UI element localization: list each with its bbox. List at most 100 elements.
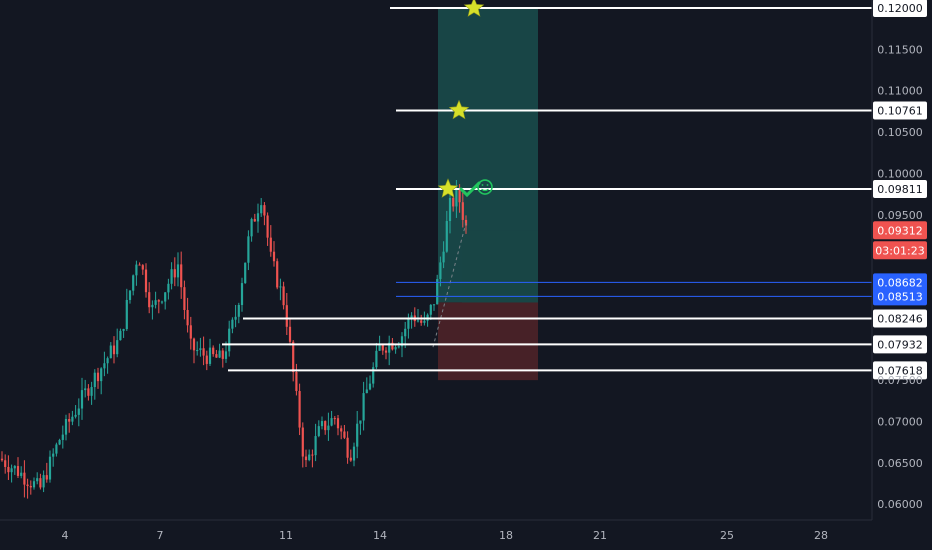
candle-body — [196, 350, 199, 352]
candle-body — [282, 286, 285, 306]
candle-body — [333, 418, 336, 420]
candle-body — [464, 219, 468, 226]
candle-body — [7, 466, 10, 473]
time-tick-label: 25 — [720, 529, 734, 542]
price-tick-label: 0.11000 — [877, 85, 923, 98]
candle-body — [87, 388, 90, 396]
price-tick-label: 0.10500 — [877, 126, 923, 139]
candle-body — [39, 478, 42, 488]
candle-body — [384, 350, 388, 353]
star-icon — [463, 0, 485, 17]
candle-body — [183, 287, 186, 311]
candle-body — [240, 283, 244, 305]
candle-body — [416, 320, 420, 322]
candle-body — [208, 347, 212, 364]
candle-body — [327, 425, 330, 431]
time-tick-label: 4 — [62, 529, 69, 542]
candle-body — [199, 348, 202, 351]
candle-body — [461, 202, 464, 220]
price-tick-label: 0.06500 — [877, 457, 923, 470]
candle-body — [381, 345, 384, 351]
candle-body — [109, 345, 112, 359]
check-icon — [459, 181, 481, 198]
time-tick-label: 11 — [279, 529, 293, 542]
candle-body — [397, 346, 400, 348]
level-label: 0.12000 — [877, 2, 923, 15]
candle-body — [237, 304, 240, 317]
candle-body — [445, 221, 448, 252]
candle-body — [128, 290, 132, 300]
candle-body — [288, 326, 292, 342]
candle-body — [93, 372, 96, 388]
candle-body — [16, 466, 20, 476]
candle-body — [215, 354, 218, 358]
candle-body — [250, 219, 253, 237]
candle-body — [173, 269, 176, 278]
candle-body — [84, 388, 87, 391]
candle-body — [55, 444, 58, 454]
countdown-badge — [873, 241, 927, 260]
candle-body — [400, 336, 404, 347]
candle-body — [388, 342, 391, 353]
countdown-label: 03:01:23 — [875, 244, 924, 257]
candle-body — [32, 481, 36, 488]
candle-body — [164, 292, 167, 302]
candle-body — [20, 472, 23, 476]
candle-body — [64, 419, 68, 435]
candle-body — [52, 453, 55, 457]
level-label: 0.07618 — [877, 364, 923, 377]
candle-body — [116, 340, 119, 355]
candle-body — [13, 466, 16, 469]
candle-body — [106, 358, 109, 364]
level-badge — [873, 335, 927, 354]
candle-body — [356, 423, 359, 447]
candle-body — [42, 475, 45, 488]
candle-body — [391, 342, 394, 350]
level-badge — [873, 361, 927, 380]
candle-body — [221, 350, 224, 359]
price-tick-label: 0.11500 — [877, 43, 923, 56]
candle-body — [61, 434, 64, 440]
candle-body — [436, 279, 439, 305]
level-label: 0.08513 — [877, 290, 923, 303]
candle-body — [170, 269, 173, 284]
level-label: 0.07932 — [877, 338, 923, 351]
candle-body — [301, 427, 304, 457]
candle-body — [176, 264, 180, 278]
candle-body — [192, 338, 196, 351]
price-axis[interactable]: 0.06000 0.06500 0.07000 0.07500 0.09500 0.100… — [871, 0, 927, 520]
candle-body — [343, 431, 346, 438]
candle-body — [74, 414, 77, 417]
smiley-eye-right — [486, 184, 489, 186]
position-zones — [438, 8, 538, 381]
candle-body — [247, 236, 250, 263]
candle-body — [141, 265, 144, 270]
candle-body — [0, 458, 4, 461]
candle-body — [144, 269, 148, 293]
candle-body — [48, 456, 52, 480]
candle-body — [253, 219, 256, 222]
smiley-eye-left — [481, 184, 484, 186]
candle-body — [375, 350, 378, 368]
candle-body — [10, 468, 13, 473]
time-tick-label: 21 — [593, 529, 607, 542]
candle-body — [407, 318, 410, 329]
price-tick-label: 0.09500 — [877, 209, 923, 222]
candle-body — [330, 418, 333, 426]
price-tick-label: 0.07000 — [877, 416, 923, 429]
candle-body — [100, 368, 103, 382]
smiley-icon — [477, 179, 493, 195]
candle-body — [378, 345, 381, 351]
filled-zone — [462, 230, 538, 303]
candle-body — [119, 330, 122, 341]
candle-body — [349, 457, 352, 461]
time-axis[interactable]: 4 7 11 14 18 21 25 28 — [0, 519, 872, 542]
price-tick-label: 0.07500 — [877, 374, 923, 387]
candle-body — [112, 345, 116, 355]
candle-body — [68, 419, 71, 422]
level-badge — [873, 180, 927, 199]
candle-body — [138, 264, 141, 266]
candle-body — [23, 472, 26, 485]
candle-body — [157, 300, 160, 302]
